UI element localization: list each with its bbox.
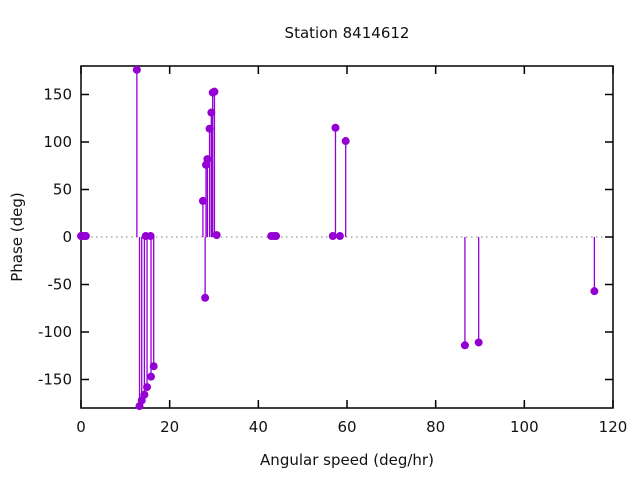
- y-tick-label: 0: [62, 228, 72, 246]
- y-tick-label: -100: [38, 323, 72, 341]
- data-point-marker: [210, 87, 219, 96]
- x-tick-label: 20: [160, 418, 179, 436]
- chart-title: Station 8414612: [284, 24, 410, 42]
- data-point-marker: [146, 232, 155, 241]
- data-point-marker: [474, 338, 483, 347]
- x-tick-label: 100: [510, 418, 539, 436]
- y-tick-label: 150: [43, 86, 72, 104]
- data-point-marker: [212, 231, 221, 240]
- x-tick-label: 60: [337, 418, 356, 436]
- x-tick-label: 80: [426, 418, 445, 436]
- data-point-marker: [81, 232, 90, 241]
- y-tick-label: -50: [48, 276, 73, 294]
- data-point-marker: [201, 293, 210, 302]
- x-tick-label: 40: [249, 418, 268, 436]
- data-point-marker: [132, 65, 141, 74]
- data-point-marker: [149, 362, 158, 371]
- y-tick-label: 100: [43, 133, 72, 151]
- data-point-marker: [335, 232, 344, 241]
- data-point-marker: [205, 124, 214, 133]
- data-point-marker: [331, 123, 340, 132]
- data-point-marker: [341, 137, 350, 146]
- data-point-marker: [328, 232, 337, 241]
- data-point-marker: [147, 372, 156, 381]
- x-axis-label: Angular speed (deg/hr): [260, 451, 434, 469]
- data-point-marker: [143, 383, 152, 392]
- data-point-marker: [207, 108, 216, 117]
- data-point-marker: [590, 287, 599, 296]
- data-point-marker: [272, 232, 281, 241]
- data-point-marker: [203, 155, 212, 164]
- y-tick-label: -150: [38, 371, 72, 389]
- data-point-marker: [140, 390, 149, 399]
- data-point-marker: [198, 196, 207, 205]
- data-point-marker: [460, 341, 469, 350]
- y-tick-label: 50: [53, 181, 72, 199]
- x-tick-label: 120: [599, 418, 628, 436]
- x-tick-label: 0: [76, 418, 86, 436]
